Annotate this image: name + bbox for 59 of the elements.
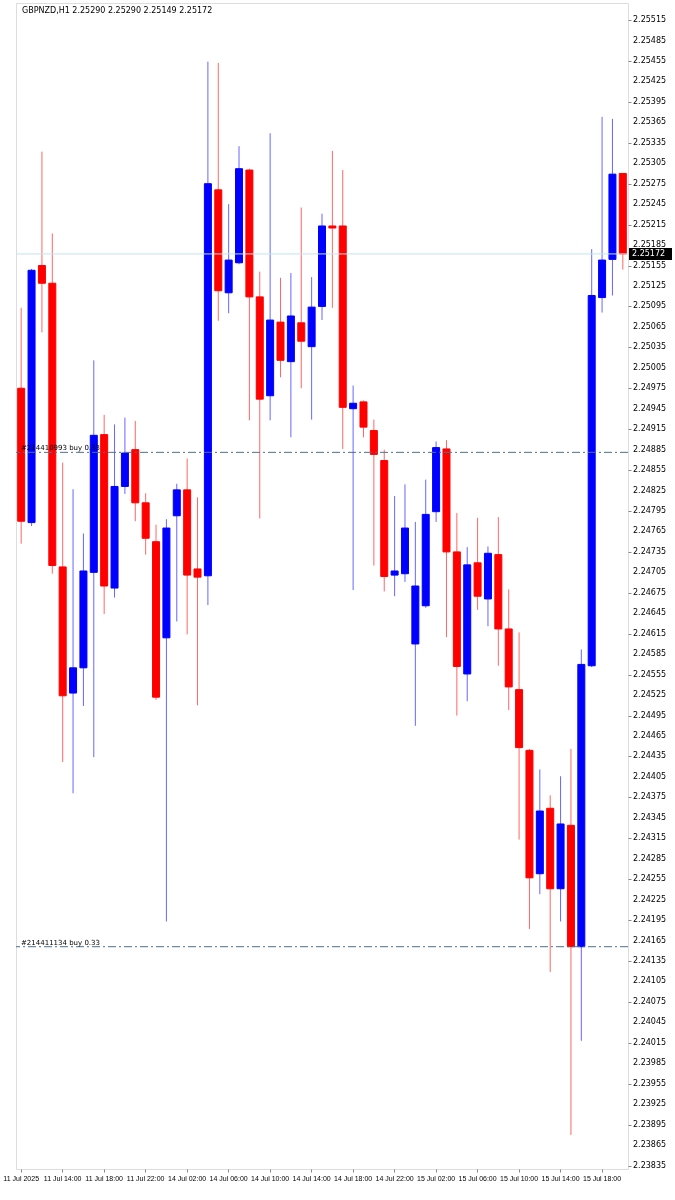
y-tick-label: 2.23955: [633, 1078, 667, 1088]
y-tick-label: 2.24855: [633, 465, 667, 475]
y-tick-label: 2.24525: [633, 690, 667, 700]
y-tick-label: 2.25515: [633, 15, 667, 25]
y-tick-label: 2.24255: [633, 874, 667, 884]
y-tick-label: 2.24045: [633, 1017, 667, 1027]
y-tick-label: 2.24795: [633, 505, 667, 515]
y-tick-label: 2.25245: [633, 199, 667, 209]
y-tick-label: 2.24705: [633, 567, 667, 577]
y-tick-label: 2.24915: [633, 424, 667, 434]
y-tick-label: 2.23985: [633, 1058, 667, 1068]
y-tick-label: 2.24495: [633, 710, 667, 720]
y-tick-label: 2.25005: [633, 362, 667, 372]
y-tick-label: 2.24345: [633, 812, 667, 822]
y-tick-label: 2.23895: [633, 1119, 667, 1129]
y-tick-label: 2.25125: [633, 280, 667, 290]
y-tick-label: 2.24945: [633, 403, 667, 413]
y-tick-label: 2.23835: [633, 1160, 667, 1170]
y-tick-label: 2.24315: [633, 833, 667, 843]
y-tick-label: 2.23925: [633, 1099, 667, 1109]
y-tick-label: 2.24375: [633, 792, 667, 802]
y-tick-label: 2.25425: [633, 76, 667, 86]
y-tick-label: 2.24105: [633, 976, 667, 986]
y-tick-label: 2.24285: [633, 853, 667, 863]
y-tick-label: 2.24885: [633, 444, 667, 454]
y-tick-label: 2.24195: [633, 915, 667, 925]
y-tick-label: 2.24075: [633, 996, 667, 1006]
y-tick-label: 2.25215: [633, 219, 667, 229]
y-tick-label: 2.24615: [633, 628, 667, 638]
y-tick-label: 2.24165: [633, 935, 667, 945]
y-tick-label: 2.25365: [633, 117, 667, 127]
y-tick-label: 2.25275: [633, 178, 667, 188]
y-tick-label: 2.25335: [633, 137, 667, 147]
y-tick-label: 2.24585: [633, 649, 667, 659]
y-tick-label: 2.24555: [633, 669, 667, 679]
chart-title: GBPNZD,H1 2.25290 2.25290 2.25149 2.25172: [22, 6, 213, 15]
y-tick-label: 2.25395: [633, 96, 667, 106]
y-tick-label: 2.25155: [633, 260, 667, 270]
y-tick-label: 2.24675: [633, 587, 667, 597]
y-tick-label: 2.23865: [633, 1140, 667, 1150]
y-tick-label: 2.24465: [633, 731, 667, 741]
y-tick-label: 2.24015: [633, 1037, 667, 1047]
y-tick-label: 2.25485: [633, 35, 667, 45]
y-tick-label: 2.25185: [633, 240, 667, 250]
y-tick-label: 2.24405: [633, 771, 667, 781]
ref-line-label: 2.25172: [632, 248, 666, 258]
y-tick-label: 2.25305: [633, 158, 667, 168]
y-tick-label: 2.24225: [633, 894, 667, 904]
y-tick-label: 2.25455: [633, 55, 667, 65]
y-tick-label: 2.24735: [633, 546, 667, 556]
y-tick-label: 2.24975: [633, 383, 667, 393]
y-tick-label: 2.24135: [633, 956, 667, 966]
y-tick-label: 2.24825: [633, 485, 667, 495]
y-tick-label: 2.24435: [633, 751, 667, 761]
y-tick-label: 2.25095: [633, 301, 667, 311]
y-tick-label: 2.24645: [633, 608, 667, 618]
y-tick-label: 2.24765: [633, 526, 667, 536]
y-tick-label: 2.25065: [633, 321, 667, 331]
y-tick-label: 2.25035: [633, 342, 667, 352]
